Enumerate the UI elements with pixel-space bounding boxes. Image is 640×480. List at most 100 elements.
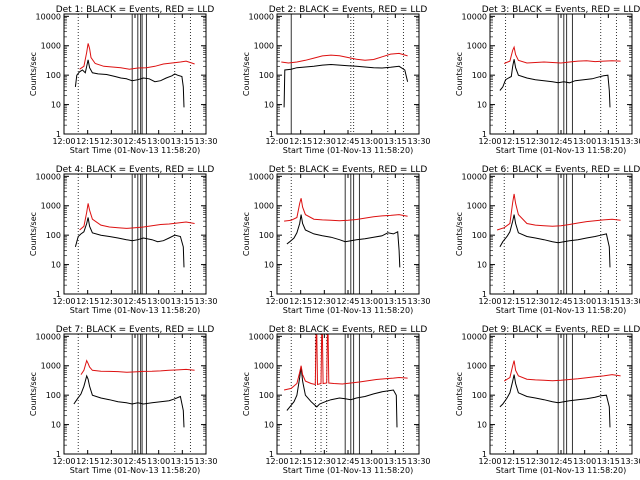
lld-series-line: [504, 45, 621, 64]
y-tick-label: 1: [269, 290, 274, 299]
panel-title: Det 8: BLACK = Events, RED = LLD: [269, 325, 428, 335]
x-tick-label: 12:30: [526, 297, 549, 306]
y-axis-label: Counts/sec: [455, 212, 464, 256]
x-tick-label: 12:15: [76, 137, 99, 146]
lld-series-line: [79, 203, 195, 231]
events-series-line: [286, 214, 401, 268]
x-tick-label: 13:15: [597, 457, 620, 466]
plot-frame: [63, 13, 207, 135]
detector-panel-5: Det 5: BLACK = Events, RED = LLD 1 10 100 10…: [242, 165, 431, 315]
x-tick-label: 13:00: [360, 457, 383, 466]
panel-title: Det 4: BLACK = Events, RED = LLD: [56, 165, 215, 175]
x-tick-label: 12:30: [526, 457, 549, 466]
x-tick-label: 12:00: [478, 297, 501, 306]
y-axis-label: Counts/sec: [455, 372, 464, 416]
x-axis-label: Start Time (01-Nov-13 11:58:20): [496, 466, 626, 475]
y-tick-label: 100: [46, 391, 61, 400]
x-tick-label: 13:00: [147, 137, 170, 146]
x-tick-label: 12:00: [52, 457, 75, 466]
detector-panel-9: Det 9: BLACK = Events, RED = LLD 1 10 100 10…: [455, 325, 640, 475]
x-tick-label: 13:30: [407, 137, 430, 146]
x-tick-label: 12:00: [265, 457, 288, 466]
y-tick-label: 1000: [254, 362, 274, 371]
y-tick-label: 1: [56, 130, 61, 139]
plot-frame: [489, 13, 633, 135]
y-tick-label: 10000: [249, 172, 274, 181]
x-axis-label: Start Time (01-Nov-13 11:58:20): [496, 306, 626, 315]
x-tick-label: 13:30: [620, 457, 640, 466]
x-axis-label: Start Time (01-Nov-13 11:58:20): [70, 466, 200, 475]
events-series-line: [499, 214, 611, 268]
plot-frame: [63, 173, 207, 295]
panel-title: Det 2: BLACK = Events, RED = LLD: [269, 5, 428, 15]
y-tick-label: 10: [51, 261, 61, 270]
y-tick-label: 1: [269, 130, 274, 139]
panel-title: Det 7: BLACK = Events, RED = LLD: [56, 325, 215, 335]
x-tick-label: 13:15: [384, 297, 407, 306]
x-tick-label: 13:00: [360, 297, 383, 306]
y-tick-label: 100: [472, 71, 487, 80]
y-tick-label: 1000: [41, 42, 61, 51]
x-tick-label: 12:30: [313, 137, 336, 146]
x-tick-label: 12:45: [336, 457, 359, 466]
y-axis-label: Counts/sec: [29, 52, 38, 96]
x-tick-label: 13:00: [573, 457, 596, 466]
y-tick-label: 1000: [467, 42, 487, 51]
plot-frame: [276, 333, 420, 455]
y-tick-label: 1000: [254, 202, 274, 211]
y-tick-label: 1000: [467, 202, 487, 211]
x-axis-label: Start Time (01-Nov-13 11:58:20): [496, 146, 626, 155]
panel-title: Det 9: BLACK = Events, RED = LLD: [482, 325, 640, 335]
events-series-line: [74, 217, 185, 268]
x-tick-label: 13:15: [171, 457, 194, 466]
x-tick-label: 13:30: [620, 297, 640, 306]
x-tick-label: 13:00: [573, 297, 596, 306]
y-tick-label: 10: [51, 101, 61, 110]
y-tick-label: 10000: [462, 332, 487, 341]
x-tick-label: 12:30: [100, 137, 123, 146]
y-tick-label: 10000: [36, 12, 61, 21]
y-tick-label: 1: [56, 290, 61, 299]
events-series-line: [73, 374, 185, 428]
x-tick-label: 12:30: [100, 297, 123, 306]
x-tick-label: 12:30: [100, 457, 123, 466]
y-tick-label: 1: [269, 450, 274, 459]
x-axis-label: Start Time (01-Nov-13 11:58:20): [70, 306, 200, 315]
x-tick-label: 12:45: [549, 297, 572, 306]
x-tick-label: 13:15: [597, 137, 620, 146]
x-tick-label: 12:00: [478, 457, 501, 466]
y-tick-label: 100: [259, 231, 274, 240]
x-axis-label: Start Time (01-Nov-13 11:58:20): [283, 306, 413, 315]
x-tick-label: 12:15: [502, 137, 525, 146]
y-tick-label: 100: [46, 71, 61, 80]
x-tick-label: 12:15: [76, 457, 99, 466]
y-tick-label: 100: [259, 71, 274, 80]
y-axis-label: Counts/sec: [29, 212, 38, 256]
y-axis-label: Counts/sec: [455, 52, 464, 96]
y-axis-label: Counts/sec: [29, 372, 38, 416]
y-tick-label: 10: [264, 101, 274, 110]
y-tick-label: 10: [477, 421, 487, 430]
detector-panel-4: Det 4: BLACK = Events, RED = LLD 1 10 100 10…: [29, 165, 218, 315]
y-axis-label: Counts/sec: [242, 52, 251, 96]
x-tick-label: 13:30: [407, 457, 430, 466]
events-series-line: [499, 374, 611, 428]
x-tick-label: 12:45: [336, 297, 359, 306]
y-tick-label: 1000: [41, 362, 61, 371]
y-tick-label: 1: [482, 450, 487, 459]
plot-frame: [63, 333, 207, 455]
lld-series-line: [80, 359, 195, 375]
y-tick-label: 10: [264, 261, 274, 270]
x-tick-label: 12:00: [478, 137, 501, 146]
y-axis-label: Counts/sec: [242, 372, 251, 416]
detector-panel-1: Det 1: BLACK = Events, RED = LLD 1 10 100 10…: [29, 5, 218, 155]
panel-title: Det 1: BLACK = Events, RED = LLD: [56, 5, 215, 15]
x-tick-label: 12:45: [549, 457, 572, 466]
y-axis-label: Counts/sec: [242, 212, 251, 256]
lld-series-line: [283, 333, 408, 391]
lld-series-line: [79, 43, 195, 70]
x-tick-label: 13:00: [360, 137, 383, 146]
x-tick-label: 13:30: [194, 297, 217, 306]
detector-panel-8: Det 8: BLACK = Events, RED = LLD 1 10 100 10…: [242, 325, 431, 475]
y-tick-label: 100: [259, 391, 274, 400]
